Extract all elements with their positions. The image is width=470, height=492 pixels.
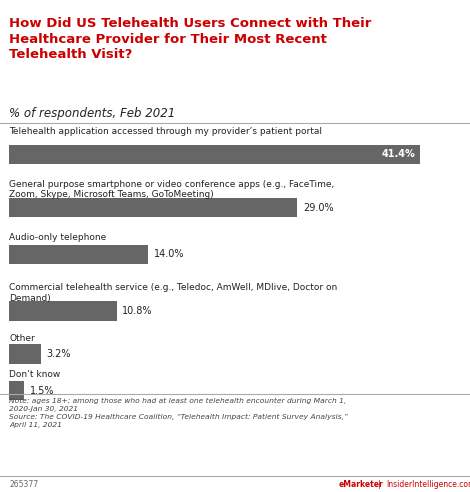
Text: 29.0%: 29.0% — [303, 203, 333, 213]
Text: 265377: 265377 — [9, 480, 39, 489]
Text: eMarketer: eMarketer — [338, 480, 383, 489]
Text: 41.4%: 41.4% — [382, 150, 415, 159]
Text: 1.5%: 1.5% — [30, 386, 55, 396]
Bar — [9, 381, 24, 400]
Text: Audio-only telephone: Audio-only telephone — [9, 233, 107, 242]
Text: General purpose smartphone or video conference apps (e.g., FaceTime,
Zoom, Skype: General purpose smartphone or video conf… — [9, 180, 335, 199]
Text: Telehealth application accessed through my provider’s patient portal: Telehealth application accessed through … — [9, 127, 322, 136]
Text: Commercial telehealth service (e.g., Teledoc, AmWell, MDlive, Doctor on
Demand): Commercial telehealth service (e.g., Tel… — [9, 283, 337, 303]
Bar — [9, 245, 149, 264]
Text: Other: Other — [9, 334, 35, 342]
Bar — [9, 198, 297, 217]
Text: Note: ages 18+; among those who had at least one telehealth encounter during Mar: Note: ages 18+; among those who had at l… — [9, 398, 348, 428]
Bar — [9, 344, 41, 364]
Text: How Did US Telehealth Users Connect with Their
Healthcare Provider for Their Mos: How Did US Telehealth Users Connect with… — [9, 17, 372, 61]
Text: 3.2%: 3.2% — [47, 349, 71, 359]
Text: InsiderIntelligence.com: InsiderIntelligence.com — [386, 480, 470, 489]
Text: 14.0%: 14.0% — [154, 249, 184, 259]
Text: Don’t know: Don’t know — [9, 370, 61, 379]
Bar — [9, 301, 117, 321]
Bar — [9, 145, 420, 164]
Text: |: | — [378, 480, 381, 489]
Text: 10.8%: 10.8% — [122, 306, 153, 316]
Text: % of respondents, Feb 2021: % of respondents, Feb 2021 — [9, 107, 176, 120]
